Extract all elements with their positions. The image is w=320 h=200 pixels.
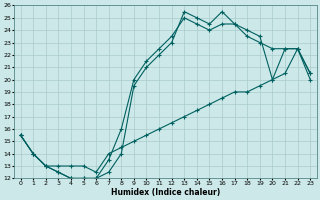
X-axis label: Humidex (Indice chaleur): Humidex (Indice chaleur) (111, 188, 220, 197)
